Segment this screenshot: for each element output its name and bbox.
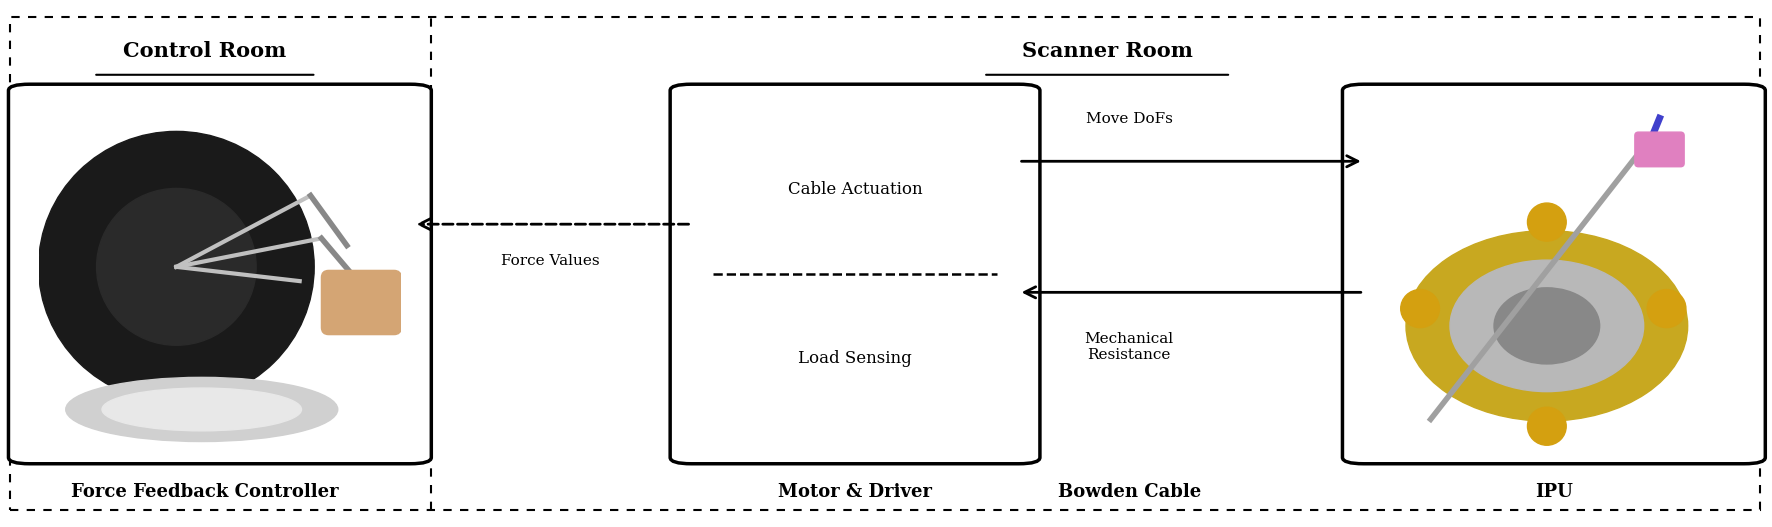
Text: Mechanical
Resistance: Mechanical Resistance xyxy=(1084,333,1173,363)
Text: Force Feedback Controller: Force Feedback Controller xyxy=(71,483,338,501)
FancyBboxPatch shape xyxy=(1343,84,1765,464)
Text: Cable Actuation: Cable Actuation xyxy=(789,181,923,198)
Text: Bowden Cable: Bowden Cable xyxy=(1058,483,1201,501)
Text: IPU: IPU xyxy=(1535,483,1574,501)
Text: Move DoFs: Move DoFs xyxy=(1086,112,1173,126)
Text: Control Room: Control Room xyxy=(124,41,287,61)
FancyBboxPatch shape xyxy=(670,84,1040,464)
Text: Motor & Driver: Motor & Driver xyxy=(778,483,932,501)
FancyBboxPatch shape xyxy=(9,84,431,464)
Text: Scanner Room: Scanner Room xyxy=(1022,41,1193,61)
Text: Load Sensing: Load Sensing xyxy=(797,350,913,367)
Text: Force Values: Force Values xyxy=(500,254,599,268)
